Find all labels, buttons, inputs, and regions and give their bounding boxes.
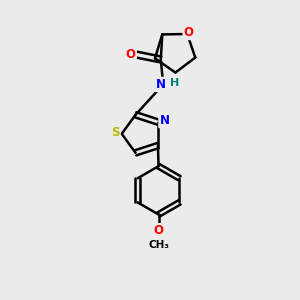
Text: O: O [154,224,164,237]
Text: O: O [126,48,136,61]
Text: O: O [184,26,194,39]
Text: H: H [170,78,179,88]
Text: N: N [156,78,166,91]
Text: CH₃: CH₃ [148,240,169,250]
Text: N: N [159,114,170,127]
Text: S: S [111,126,119,139]
